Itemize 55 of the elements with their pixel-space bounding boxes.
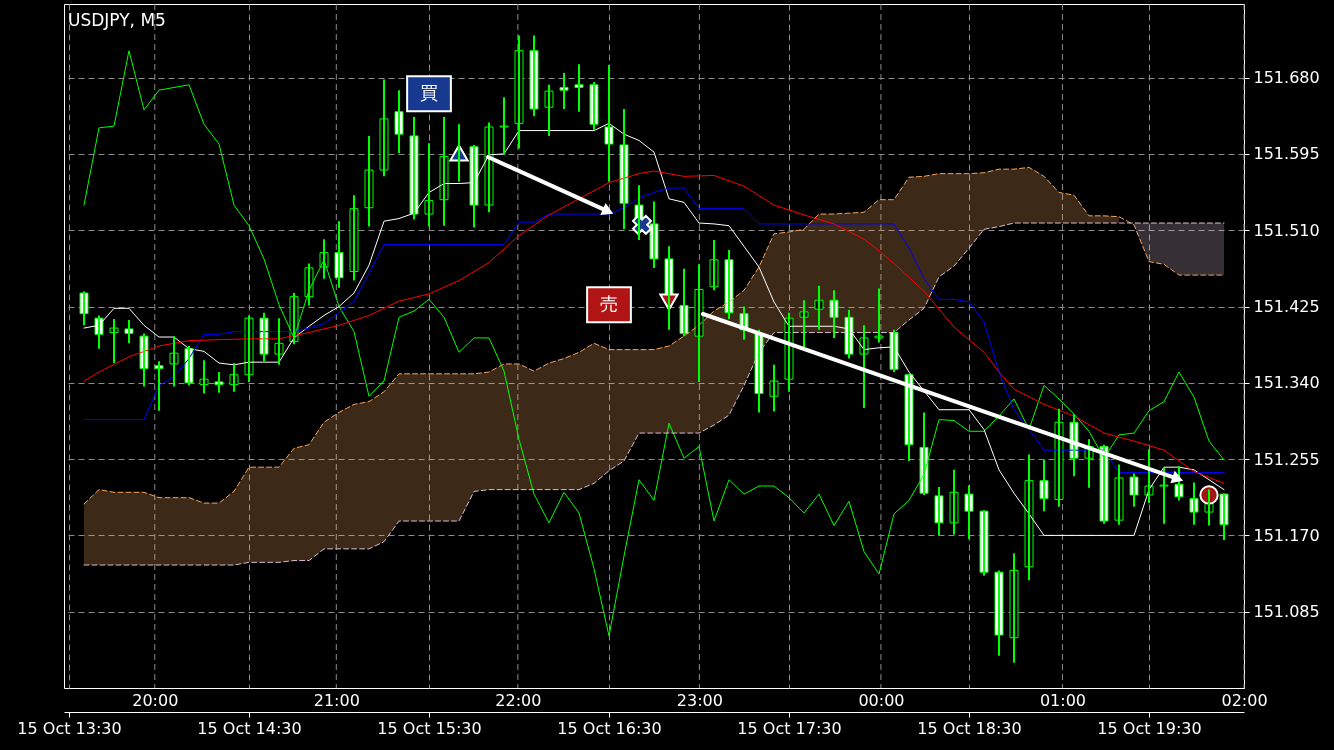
y-tick-label: 151.425 [1253, 297, 1320, 316]
annotation: 売 [600, 292, 618, 314]
x2-tick-label: 00:00 [858, 690, 905, 710]
candlestick [799, 299, 809, 350]
candlestick [109, 318, 119, 365]
candlestick [274, 317, 284, 366]
candlestick [559, 72, 569, 111]
x-tick-label: 15 Oct 15:30 [377, 718, 482, 738]
candlestick [1114, 463, 1124, 526]
y-tick-label: 151.680 [1253, 68, 1320, 88]
line-series [83, 122, 1225, 536]
y-tick-label: 151.340 [1253, 373, 1320, 393]
y-tick-label: 151.170 [1253, 525, 1320, 545]
candlestick [154, 360, 164, 412]
y-tick-label: 151.255 [1253, 449, 1320, 469]
candlestick [79, 290, 89, 327]
candlestick [964, 484, 974, 540]
x2-tick-label: 21:00 [313, 690, 360, 710]
x2-tick-label: 02:00 [1221, 690, 1268, 710]
chart-title: USDJPY, M5 [68, 9, 166, 30]
x-tick-label: 15 Oct 14:30 [197, 718, 302, 738]
candlestick [544, 83, 554, 137]
x2-tick-label: 22:00 [495, 690, 542, 710]
x-tick-label: 15 Oct 16:30 [557, 718, 662, 738]
annotation: 買 [420, 81, 438, 103]
x-tick-label: 15 Oct 18:30 [917, 718, 1022, 738]
candlestick [1159, 467, 1169, 525]
line-series [83, 50, 1225, 637]
x2-tick-label: 20:00 [132, 690, 179, 710]
candlestick [394, 89, 404, 155]
y-tick-label: 151.595 [1253, 144, 1320, 164]
x2-tick-label: 23:00 [676, 690, 723, 710]
candlestick [124, 318, 134, 345]
x-tick-label: 15 Oct 19:30 [1097, 718, 1202, 738]
line-series [83, 222, 1225, 566]
candlestick [814, 284, 824, 331]
candlestick [364, 134, 374, 228]
x-tick-label: 15 Oct 17:30 [737, 718, 842, 738]
candlestick [874, 287, 884, 344]
candlestick [424, 142, 434, 228]
x2-tick-label: 01:00 [1039, 690, 1087, 710]
candlestick [769, 363, 779, 413]
candlestick [709, 239, 719, 292]
candlestick [169, 335, 179, 388]
candlestick [214, 371, 224, 394]
candlestick [229, 362, 239, 393]
candlestick [529, 34, 539, 118]
x-tick-label: 15 Oct 13:30 [17, 718, 122, 738]
candlestick [379, 78, 389, 178]
y-tick-label: 151.085 [1253, 602, 1320, 622]
candlestick [499, 96, 509, 156]
candlestick [574, 63, 584, 113]
candlestick [934, 485, 944, 537]
y-tick-label: 151.510 [1253, 220, 1320, 240]
candlestick [1129, 472, 1139, 508]
